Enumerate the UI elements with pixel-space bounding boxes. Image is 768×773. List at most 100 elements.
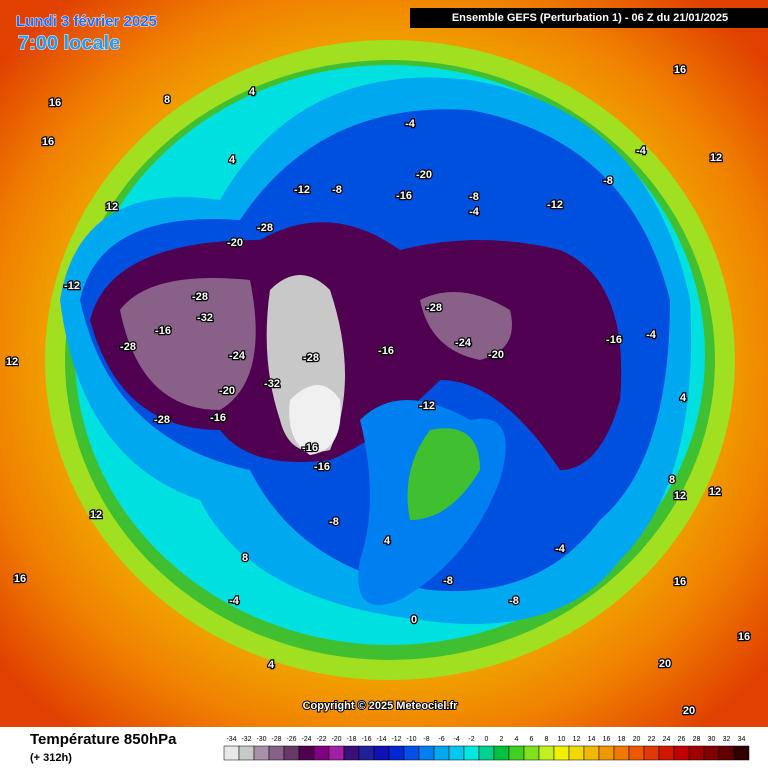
contour-labels: 16 16 8 4 4 -4 -12 -8 -20 -16 -8 -4 -12 -8 -4 16 12 12 -12… <box>5 63 752 719</box>
contour-label: -16 <box>606 334 622 346</box>
contour-label: -12 <box>294 184 310 196</box>
contour-label: -8 <box>509 595 519 607</box>
colorbar-swatch <box>283 745 300 761</box>
contour-label: -12 <box>547 199 563 211</box>
colorbar-swatch <box>568 745 585 761</box>
contour-label: -28 <box>426 302 442 314</box>
contour-label: -24 <box>229 350 246 362</box>
colorbar-label: -12 <box>391 736 401 743</box>
footer-subtitle: (+ 312h) <box>30 752 72 764</box>
colorbar-label: -6 <box>438 736 444 743</box>
contour-label: -20 <box>488 349 504 361</box>
contour-label: 4 <box>229 154 236 166</box>
date: Lundi 3 février 2025 <box>16 13 157 30</box>
colorbar-swatch <box>538 745 555 761</box>
contour-label: 20 <box>683 705 695 717</box>
contour-label: 4 <box>384 535 391 547</box>
contour-label: 12 <box>6 356 18 368</box>
temperature-field <box>45 40 735 680</box>
colorbar-swatch <box>658 745 675 761</box>
colorbar-label: -26 <box>286 736 296 743</box>
contour-label: -8 <box>603 175 613 187</box>
colorbar-label: -32 <box>241 736 251 743</box>
contour-label: -8 <box>329 516 339 528</box>
colorbar-label: -28 <box>271 736 281 743</box>
contour-label: -16 <box>314 461 330 473</box>
colorbar-label: -16 <box>361 736 371 743</box>
contour-label: 16 <box>674 576 686 588</box>
colorbar-label: -34 <box>226 736 236 743</box>
colorbar-swatch <box>388 745 405 761</box>
colorbar-label: -20 <box>331 736 341 743</box>
colorbar-swatch <box>463 745 480 761</box>
colorbar-label: 34 <box>738 736 746 743</box>
time: 7:00 locale <box>18 32 120 54</box>
colorbar-label: -22 <box>316 736 326 743</box>
colorbar-label: 16 <box>603 736 611 743</box>
contour-label: -4 <box>469 206 480 218</box>
colorbar-label: 12 <box>573 736 581 743</box>
colorbar-swatch <box>328 745 345 761</box>
colorbar-label: 14 <box>588 736 596 743</box>
colorbar-label: 28 <box>693 736 701 743</box>
colorbar-swatch <box>553 745 570 761</box>
copyright: Copyright © 2025 Meteociel.fr <box>303 700 459 712</box>
contour-label: 12 <box>674 490 686 502</box>
colorbar-label: 6 <box>530 736 534 743</box>
contour-label: -8 <box>443 575 453 587</box>
colorbar-swatch <box>448 745 465 761</box>
contour-label: 16 <box>674 64 686 76</box>
model-info: Ensemble GEFS (Perturbation 1) - 06 Z du… <box>452 12 728 24</box>
colorbar-swatch <box>403 745 420 761</box>
colorbar: -34 -32 -30 -28 -26 -24 -22 -20 -18 -16 -14 -12 -10-… <box>223 736 750 761</box>
contour-label: -16 <box>396 190 412 202</box>
colorbar-label: -10 <box>406 736 416 743</box>
contour-label: -16 <box>210 412 226 424</box>
contour-label: 12 <box>106 201 118 213</box>
colorbar-label: -2 <box>468 736 474 743</box>
colorbar-swatch <box>358 745 375 761</box>
contour-label: 4 <box>249 86 256 98</box>
colorbar-swatch <box>493 745 510 761</box>
colorbar-swatch <box>643 745 660 761</box>
contour-label: 16 <box>738 631 750 643</box>
colorbar-swatch <box>583 745 600 761</box>
colorbar-label: 32 <box>723 736 731 743</box>
colorbar-swatch <box>343 745 360 761</box>
colorbar-label: 26 <box>678 736 686 743</box>
contour-label: -28 <box>120 341 136 353</box>
colorbar-swatch <box>598 745 615 761</box>
contour-label: 12 <box>90 509 102 521</box>
colorbar-swatch <box>718 745 735 761</box>
contour-label: -4 <box>405 118 416 130</box>
colorbar-label: -8 <box>423 736 429 743</box>
colorbar-swatch <box>268 745 285 761</box>
contour-label: -20 <box>416 169 432 181</box>
contour-label: 8 <box>164 94 170 106</box>
colorbar-swatch <box>673 745 690 761</box>
contour-label: 12 <box>709 486 721 498</box>
colorbar-swatch <box>628 745 645 761</box>
footer-title: Température 850hPa <box>30 731 177 748</box>
contour-label: 4 <box>680 392 687 404</box>
colorbar-label: 22 <box>648 736 656 743</box>
colorbar-swatch <box>688 745 705 761</box>
contour-label: -16 <box>302 442 318 454</box>
colorbar-label: 10 <box>558 736 566 743</box>
contour-label: -4 <box>646 329 657 341</box>
colorbar-label: 24 <box>663 736 671 743</box>
contour-label: -16 <box>378 345 394 357</box>
colorbar-label: 20 <box>633 736 641 743</box>
colorbar-swatch <box>433 745 450 761</box>
contour-label: -4 <box>555 543 566 555</box>
colorbar-label: -4 <box>453 736 459 743</box>
colorbar-label: 2 <box>500 736 504 743</box>
contour-label: -12 <box>64 280 80 292</box>
contour-label: 4 <box>268 659 275 671</box>
contour-label: -8 <box>469 191 479 203</box>
contour-label: -16 <box>155 325 171 337</box>
colorbar-swatch <box>298 745 315 761</box>
contour-label: -28 <box>192 291 208 303</box>
